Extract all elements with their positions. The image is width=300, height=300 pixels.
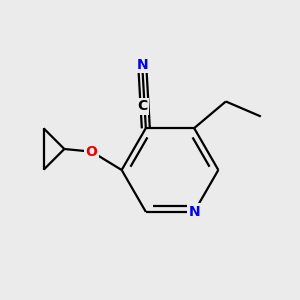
Text: C: C: [137, 100, 148, 113]
Text: N: N: [188, 205, 200, 219]
Text: N: N: [137, 58, 148, 72]
Text: O: O: [86, 145, 98, 159]
